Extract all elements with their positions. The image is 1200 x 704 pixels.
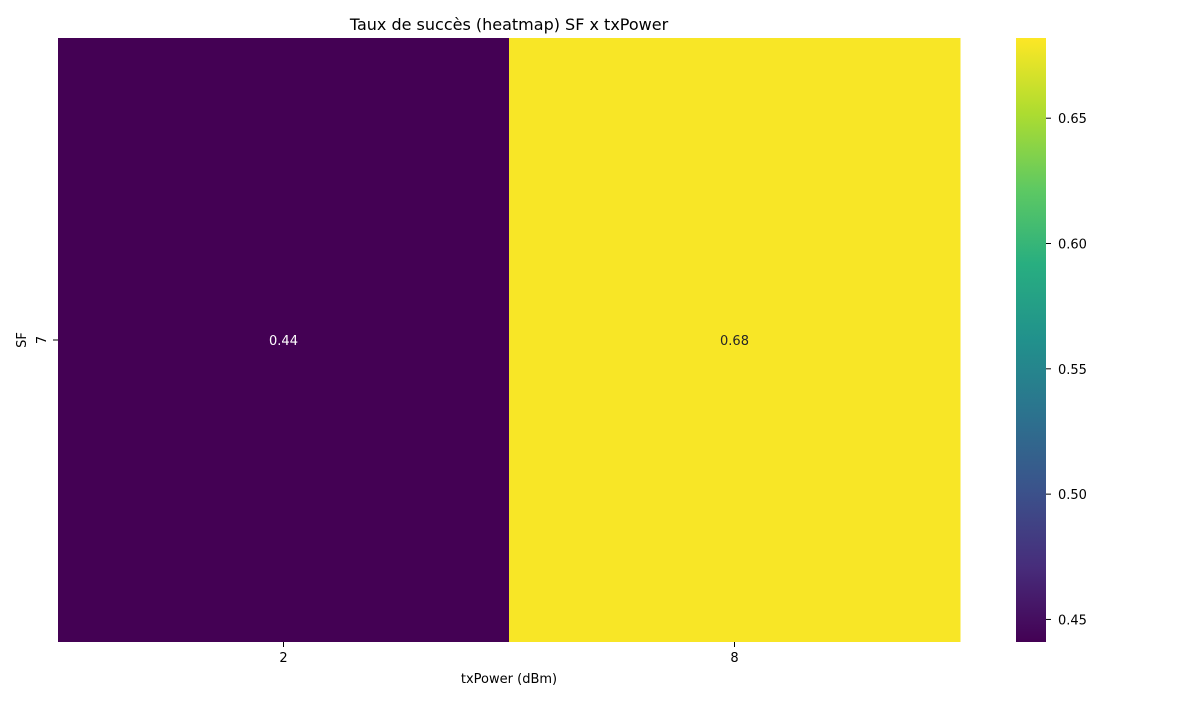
colorbar-tick-label: 0.50 bbox=[1058, 488, 1087, 503]
heatmap-cell bbox=[58, 38, 510, 642]
heatmap-cell bbox=[509, 38, 961, 642]
colorbar-tick-label: 0.45 bbox=[1058, 613, 1087, 628]
colorbar-tick-label: 0.65 bbox=[1058, 112, 1087, 127]
cell-value-label: 0.68 bbox=[720, 334, 749, 349]
y-axis-label: SF bbox=[15, 332, 30, 348]
x-axis-label: txPower (dBm) bbox=[461, 672, 557, 687]
y-axis-ticks: 7 bbox=[35, 336, 58, 344]
colorbar-tick-label: 0.60 bbox=[1058, 238, 1087, 253]
y-tick-label: 7 bbox=[35, 336, 50, 344]
x-tick-label: 2 bbox=[279, 651, 287, 666]
colorbar bbox=[1016, 38, 1046, 642]
chart-title: Taux de succès (heatmap) SF x txPower bbox=[349, 15, 669, 34]
heatmap-cells: 0.44 0.68 bbox=[58, 38, 961, 642]
colorbar-ticks: 0.45 0.50 0.55 0.60 0.65 bbox=[1046, 112, 1087, 628]
cell-value-label: 0.44 bbox=[269, 334, 298, 349]
colorbar-tick-label: 0.55 bbox=[1058, 363, 1087, 378]
x-tick-label: 8 bbox=[730, 651, 738, 666]
